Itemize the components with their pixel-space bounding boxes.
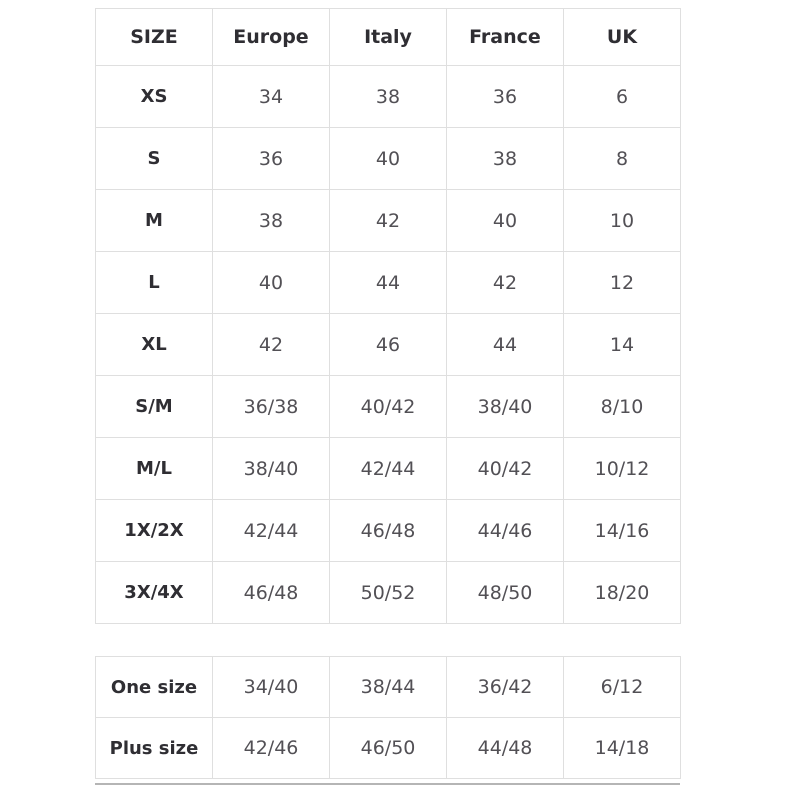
- size-value: 14/18: [563, 717, 681, 779]
- size-value: 44: [446, 313, 564, 376]
- size-value: 12: [563, 251, 681, 314]
- size-value: 36: [212, 127, 330, 190]
- size-value: 10: [563, 189, 681, 252]
- size-value: 38/40: [446, 375, 564, 438]
- size-value: 38/44: [329, 656, 447, 718]
- special-size-table: One size 34/40 38/44 36/42 6/12 Plus siz…: [95, 656, 681, 779]
- table-row: XS 34 38 36 6: [95, 65, 681, 128]
- size-value: 38: [446, 127, 564, 190]
- size-value: 36/42: [446, 656, 564, 718]
- column-header-italy: Italy: [329, 8, 447, 66]
- size-value: 38: [329, 65, 447, 128]
- size-value: 44/46: [446, 499, 564, 562]
- table-row: 1X/2X 42/44 46/48 44/46 14/16: [95, 499, 681, 562]
- size-value: 40: [329, 127, 447, 190]
- size-value: 46: [329, 313, 447, 376]
- size-value: 40: [446, 189, 564, 252]
- header-row: SIZE Europe Italy France UK: [95, 8, 681, 66]
- size-label: L: [95, 251, 213, 314]
- size-value: 42/46: [212, 717, 330, 779]
- size-value: 36/38: [212, 375, 330, 438]
- size-value: 42/44: [329, 437, 447, 500]
- size-value: 8/10: [563, 375, 681, 438]
- table-row: One size 34/40 38/44 36/42 6/12: [95, 656, 681, 718]
- size-value: 44: [329, 251, 447, 314]
- column-header-france: France: [446, 8, 564, 66]
- size-label: M: [95, 189, 213, 252]
- table-row: M/L 38/40 42/44 40/42 10/12: [95, 437, 681, 500]
- size-value: 8: [563, 127, 681, 190]
- size-label: XS: [95, 65, 213, 128]
- size-value: 14/16: [563, 499, 681, 562]
- size-label: XL: [95, 313, 213, 376]
- column-header-europe: Europe: [212, 8, 330, 66]
- table-row: XL 42 46 44 14: [95, 313, 681, 376]
- size-value: 48/50: [446, 561, 564, 624]
- table-row: M 38 42 40 10: [95, 189, 681, 252]
- size-value: 42/44: [212, 499, 330, 562]
- size-value: 50/52: [329, 561, 447, 624]
- size-value: 44/48: [446, 717, 564, 779]
- size-value: 40/42: [329, 375, 447, 438]
- table-gap: [95, 624, 800, 656]
- size-value: 40: [212, 251, 330, 314]
- size-value: 36: [446, 65, 564, 128]
- size-value: 34/40: [212, 656, 330, 718]
- size-value: 40/42: [446, 437, 564, 500]
- size-value: 6: [563, 65, 681, 128]
- size-value: 42: [446, 251, 564, 314]
- table-row: S/M 36/38 40/42 38/40 8/10: [95, 375, 681, 438]
- size-label: S/M: [95, 375, 213, 438]
- column-header-uk: UK: [563, 8, 681, 66]
- table-row: 3X/4X 46/48 50/52 48/50 18/20: [95, 561, 681, 624]
- column-header-size: SIZE: [95, 8, 213, 66]
- size-value: 42: [329, 189, 447, 252]
- table-row: L 40 44 42 12: [95, 251, 681, 314]
- size-conversion-table: SIZE Europe Italy France UK XS 34 38 36 …: [95, 8, 681, 624]
- size-value: 46/48: [329, 499, 447, 562]
- size-value: 46/48: [212, 561, 330, 624]
- size-value: 18/20: [563, 561, 681, 624]
- size-label: M/L: [95, 437, 213, 500]
- size-value: 6/12: [563, 656, 681, 718]
- size-value: 42: [212, 313, 330, 376]
- size-value: 14: [563, 313, 681, 376]
- size-value: 38/40: [212, 437, 330, 500]
- size-value: 34: [212, 65, 330, 128]
- table-row: Plus size 42/46 46/50 44/48 14/18: [95, 717, 681, 779]
- bottom-divider: [95, 783, 680, 785]
- size-value: 10/12: [563, 437, 681, 500]
- size-label: 1X/2X: [95, 499, 213, 562]
- size-value: 46/50: [329, 717, 447, 779]
- size-value: 38: [212, 189, 330, 252]
- size-label: S: [95, 127, 213, 190]
- table-row: S 36 40 38 8: [95, 127, 681, 190]
- size-label: 3X/4X: [95, 561, 213, 624]
- size-label: One size: [95, 656, 213, 718]
- size-label: Plus size: [95, 717, 213, 779]
